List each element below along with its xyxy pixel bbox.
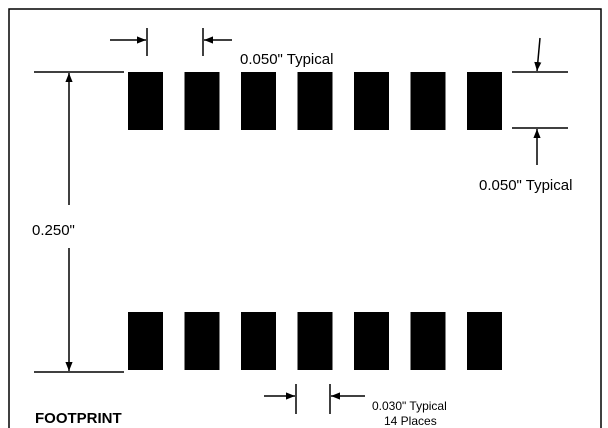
bottom-pad <box>184 312 220 370</box>
top-pad-row <box>128 72 502 130</box>
bottom-pad <box>128 312 163 370</box>
pad-spacing-label: 0.050" Typical <box>479 177 572 194</box>
bottom-pad-row <box>128 312 502 370</box>
dimension-arrow <box>534 37 542 72</box>
top-pad <box>467 72 502 130</box>
pad-gap-count-label: 14 Places <box>384 414 437 428</box>
top-pad <box>184 72 220 130</box>
pad-width-label: 0.050" Typical <box>240 51 333 68</box>
bottom-pad <box>297 312 333 370</box>
pad-spacing-dimension <box>512 37 568 165</box>
row-distance-label: 0.250" <box>32 222 75 239</box>
top-pad <box>297 72 333 130</box>
diagram-title: FOOTPRINT <box>35 410 122 427</box>
drawing-border <box>8 8 602 428</box>
top-pad <box>410 72 446 130</box>
pad-width-dimension <box>110 28 232 56</box>
top-pad <box>128 72 163 130</box>
bottom-pad <box>241 312 276 370</box>
bottom-pad <box>354 312 389 370</box>
bottom-pad <box>410 312 446 370</box>
top-pad <box>354 72 389 130</box>
pad-gap-dimension <box>264 384 365 414</box>
pad-gap-label: 0.030" Typical <box>372 399 447 413</box>
top-pad <box>241 72 276 130</box>
bottom-pad <box>467 312 502 370</box>
row-distance-dimension <box>34 71 124 373</box>
